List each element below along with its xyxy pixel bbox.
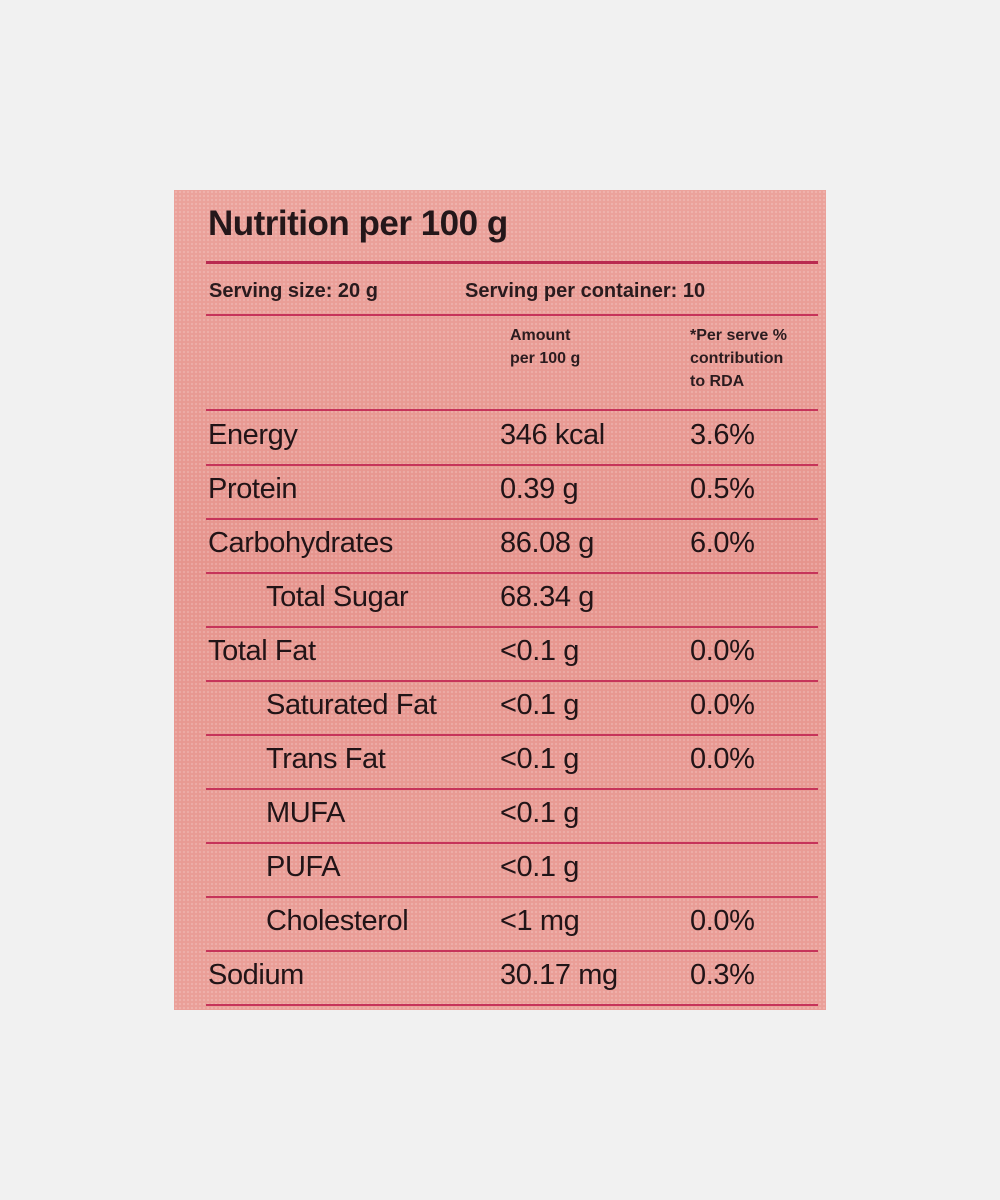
row-divider <box>206 842 818 844</box>
nutrient-name: Protein <box>208 473 298 505</box>
nutrient-row-protein: Protein 0.39 g 0.5% <box>174 466 826 520</box>
nutrient-row-pufa: PUFA <0.1 g <box>174 844 826 898</box>
serving-size: Serving size: 20 g <box>209 280 378 302</box>
nutrient-amount: 346 kcal <box>500 419 605 451</box>
row-divider <box>206 464 818 466</box>
amount-header-line-1: Amount <box>510 327 571 344</box>
label-title: Nutrition per 100 g <box>208 204 508 243</box>
row-divider <box>206 734 818 736</box>
row-divider <box>206 572 818 574</box>
rda-column-header: *Per serve % contribution to RDA <box>690 324 787 393</box>
nutrient-amount: <0.1 g <box>500 797 580 829</box>
nutrient-row-mufa: MUFA <0.1 g <box>174 790 826 844</box>
row-divider <box>206 680 818 682</box>
nutrient-name: Cholesterol <box>266 905 409 937</box>
nutrient-amount: 0.39 g <box>500 473 579 505</box>
title-divider <box>206 261 818 264</box>
nutrient-amount: <0.1 g <box>500 635 580 667</box>
amount-column-header: Amount per 100 g <box>510 324 580 370</box>
nutrient-name: Energy <box>208 419 298 451</box>
nutrient-amount: <0.1 g <box>500 851 580 883</box>
row-divider <box>206 626 818 628</box>
serving-divider <box>206 314 818 316</box>
row-divider <box>206 518 818 520</box>
nutrient-amount: 86.08 g <box>500 527 594 559</box>
nutrient-name: Sodium <box>208 959 304 991</box>
rda-header-line-3: to RDA <box>690 373 745 390</box>
nutrient-rda: 3.6% <box>690 419 755 451</box>
nutrient-name: Total Fat <box>208 635 316 667</box>
nutrient-rda: 0.5% <box>690 473 755 505</box>
nutrient-row-cholesterol: Cholesterol <1 mg 0.0% <box>174 898 826 952</box>
nutrient-row-saturated-fat: Saturated Fat <0.1 g 0.0% <box>174 682 826 736</box>
row-divider <box>206 896 818 898</box>
rda-header-line-2: contribution <box>690 350 784 367</box>
nutrient-name: Saturated Fat <box>266 689 437 721</box>
row-divider <box>206 1004 818 1006</box>
servings-per-container: Serving per container: 10 <box>465 280 706 302</box>
nutrient-rda: 6.0% <box>690 527 755 559</box>
nutrient-row-energy: Energy 346 kcal 3.6% <box>174 412 826 466</box>
nutrient-row-total-fat: Total Fat <0.1 g 0.0% <box>174 628 826 682</box>
row-divider <box>206 788 818 790</box>
nutrient-rda: 0.3% <box>690 959 755 991</box>
nutrient-row-sodium: Sodium 30.17 mg 0.3% <box>174 952 826 1006</box>
nutrient-row-trans-fat: Trans Fat <0.1 g 0.0% <box>174 736 826 790</box>
header-divider <box>206 409 818 411</box>
nutrient-rda: 0.0% <box>690 635 755 667</box>
nutrient-amount: <0.1 g <box>500 689 580 721</box>
nutrient-row-total-sugar: Total Sugar 68.34 g <box>174 574 826 628</box>
nutrient-rda: 0.0% <box>690 905 755 937</box>
nutrient-name: MUFA <box>266 797 345 829</box>
nutrient-amount: <0.1 g <box>500 743 580 775</box>
nutrient-amount: <1 mg <box>500 905 580 937</box>
nutrient-name: Trans Fat <box>266 743 386 775</box>
nutrition-label: Nutrition per 100 g Serving size: 20 g S… <box>174 190 826 1010</box>
nutrient-name: PUFA <box>266 851 341 883</box>
nutrient-amount: 68.34 g <box>500 581 594 613</box>
nutrient-name: Carbohydrates <box>208 527 394 559</box>
rda-header-line-1: *Per serve % <box>690 327 787 344</box>
row-divider <box>206 950 818 952</box>
nutrient-name: Total Sugar <box>266 581 409 613</box>
amount-header-line-2: per 100 g <box>510 350 581 367</box>
nutrient-rda: 0.0% <box>690 689 755 721</box>
nutrient-row-carbohydrates: Carbohydrates 86.08 g 6.0% <box>174 520 826 574</box>
nutrient-rda: 0.0% <box>690 743 755 775</box>
nutrient-amount: 30.17 mg <box>500 959 618 991</box>
